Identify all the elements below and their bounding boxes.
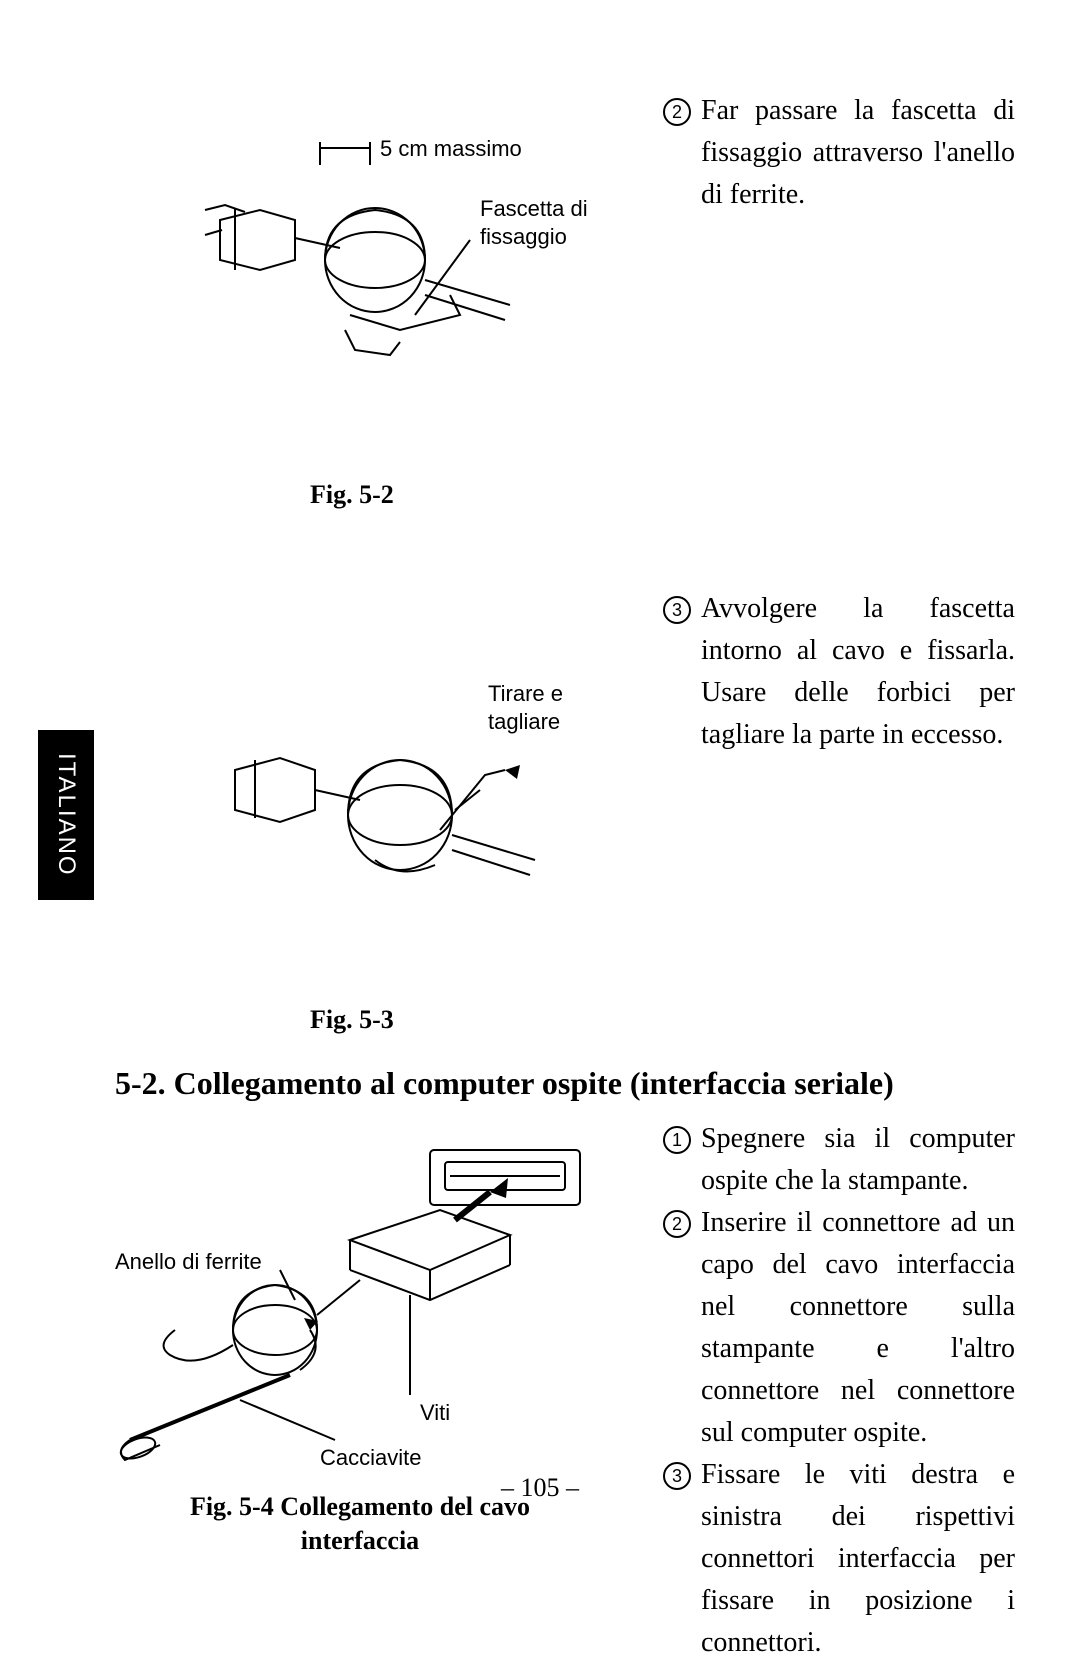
- fig1-diagram: [200, 120, 600, 400]
- step-b-text: Inserire il connettore ad un capo del ca…: [701, 1202, 1015, 1454]
- section-heading: 5-2. Collegamento al computer ospite (in…: [115, 1065, 894, 1102]
- step-3: 3 Avvolgere la fascetta intorno al cavo …: [663, 588, 1015, 756]
- page-number: – 105 –: [0, 1473, 1080, 1503]
- fig2-diagram: [225, 680, 605, 910]
- step-2-text: Far passare la fascetta di fissaggio att…: [701, 90, 1015, 216]
- step-number-b: 2: [663, 1210, 691, 1238]
- fig1-caption: Fig. 5-2: [310, 480, 394, 510]
- fig2-caption: Fig. 5-3: [310, 1005, 394, 1035]
- fig3-diagram: [100, 1120, 600, 1470]
- page: ITALIANO 5 cm massimo Fascetta di fissag…: [0, 0, 1080, 1529]
- language-tab: ITALIANO: [38, 730, 94, 900]
- step-number-2: 2: [663, 98, 691, 126]
- step-3-text: Avvolgere la fascetta intorno al cavo e …: [701, 588, 1015, 756]
- steps-right: 1 Spegnere sia il computer ospite che la…: [663, 1118, 1015, 1664]
- step-number-a: 1: [663, 1126, 691, 1154]
- step-a-text: Spegnere sia il computer ospite che la s…: [701, 1118, 1015, 1202]
- step-number-3: 3: [663, 596, 691, 624]
- step-2: 2 Far passare la fascetta di fissaggio a…: [663, 90, 1015, 216]
